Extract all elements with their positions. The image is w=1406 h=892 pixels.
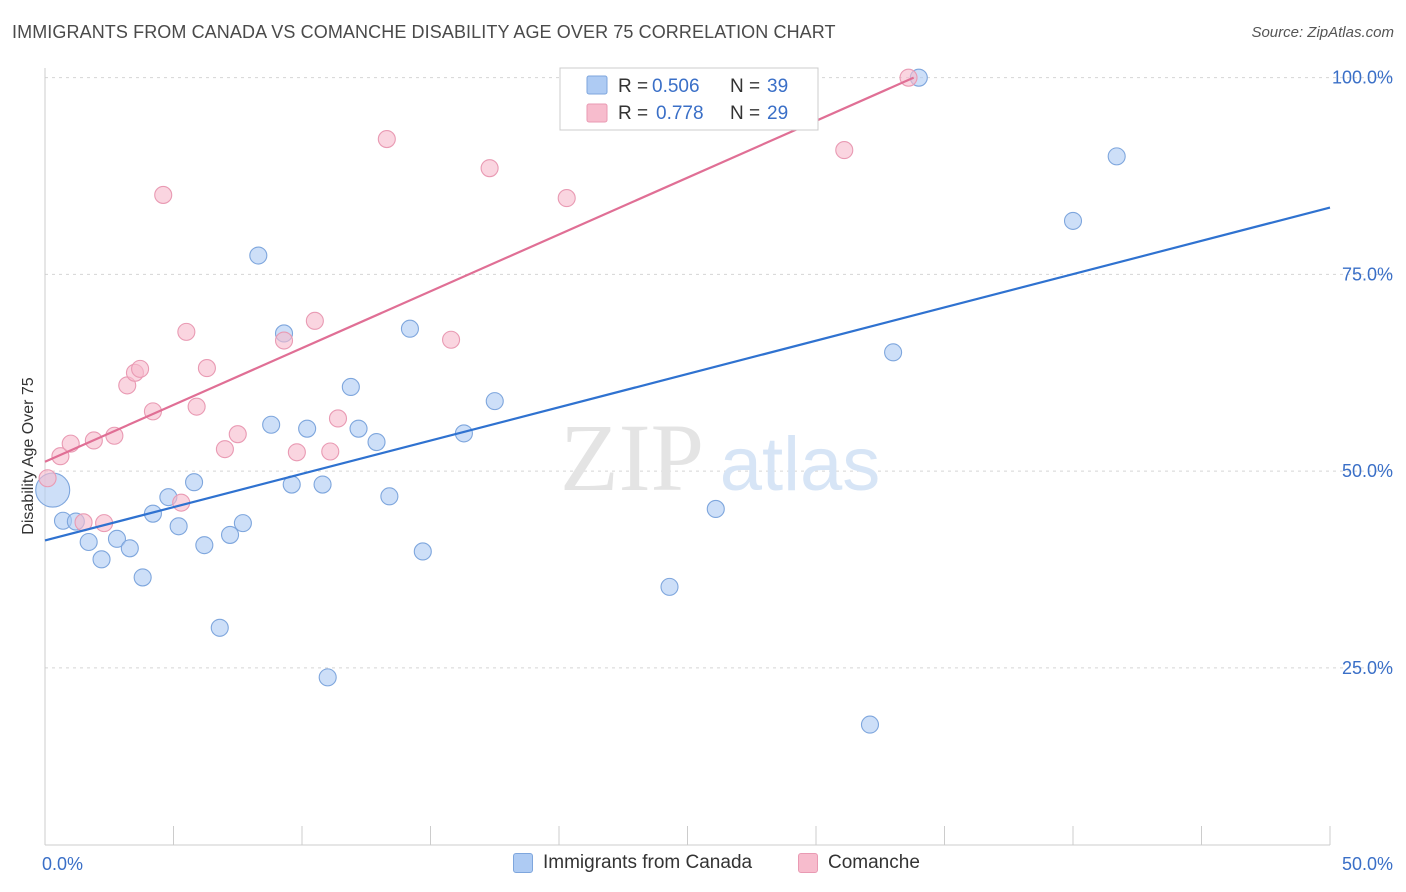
data-point-comanche bbox=[177, 322, 196, 341]
data-point-canada bbox=[860, 715, 880, 734]
data-point-canada bbox=[120, 539, 139, 558]
data-point-comanche bbox=[377, 130, 396, 149]
stats-r-label-2: R = bbox=[618, 103, 648, 124]
data-point-comanche bbox=[328, 409, 348, 428]
watermark-atlas: atlas bbox=[720, 422, 881, 507]
legend-swatch-pink bbox=[798, 853, 818, 873]
data-point-canada bbox=[169, 517, 188, 536]
points-layer bbox=[35, 68, 1126, 734]
data-point-canada bbox=[413, 542, 432, 561]
y-tick-label: 75.0% bbox=[1342, 264, 1393, 284]
data-point-canada bbox=[185, 473, 204, 492]
data-point-canada bbox=[107, 529, 127, 548]
trend-line-comanche bbox=[44, 76, 915, 463]
stats-swatch-pink bbox=[586, 103, 608, 123]
data-point-canada bbox=[485, 392, 504, 411]
stats-n-value-1: 39 bbox=[767, 76, 788, 97]
chart-title: IMMIGRANTS FROM CANADA VS COMANCHE DISAB… bbox=[12, 22, 836, 42]
data-point-canada bbox=[249, 246, 268, 265]
data-point-canada bbox=[706, 499, 725, 519]
data-point-canada bbox=[233, 514, 252, 533]
data-point-comanche bbox=[228, 425, 247, 444]
data-point-canada bbox=[92, 550, 111, 569]
data-point-canada bbox=[380, 487, 399, 506]
data-point-canada bbox=[210, 618, 229, 637]
x-tick-label: 0.0% bbox=[42, 854, 83, 874]
data-point-comanche bbox=[557, 189, 576, 208]
data-point-canada bbox=[318, 668, 337, 687]
y-tick-label: 25.0% bbox=[1342, 658, 1393, 678]
data-point-comanche bbox=[305, 311, 324, 330]
stats-n-label-2: N = bbox=[730, 103, 760, 124]
data-point-comanche bbox=[105, 426, 124, 445]
data-point-comanche bbox=[480, 159, 499, 178]
data-point-canada bbox=[400, 319, 419, 338]
data-point-canada bbox=[133, 568, 152, 587]
stats-r-value-1: 0.506 bbox=[652, 76, 700, 97]
legend-item-comanche[interactable]: Comanche bbox=[798, 852, 920, 874]
stats-r-label-1: R = bbox=[618, 76, 648, 97]
data-point-comanche bbox=[321, 442, 340, 461]
data-point-canada bbox=[884, 343, 903, 362]
data-point-canada bbox=[367, 433, 386, 452]
watermark: ZIP atlas bbox=[560, 404, 880, 511]
watermark-zip: ZIP bbox=[560, 404, 704, 511]
data-point-comanche bbox=[187, 397, 206, 416]
stats-n-label-1: N = bbox=[730, 76, 760, 97]
x-tick-label: 50.0% bbox=[1342, 854, 1393, 874]
data-point-canada bbox=[1107, 147, 1126, 166]
data-point-comanche bbox=[154, 185, 173, 204]
stats-r-value-2: 0.778 bbox=[656, 103, 704, 124]
data-point-comanche bbox=[274, 331, 294, 350]
trend-layer bbox=[44, 76, 1331, 542]
data-point-comanche bbox=[131, 359, 150, 378]
data-point-canada bbox=[313, 475, 332, 494]
legend-swatch-blue bbox=[513, 853, 533, 873]
data-point-comanche bbox=[38, 469, 57, 488]
data-point-comanche bbox=[197, 359, 216, 378]
data-point-canada bbox=[79, 532, 98, 552]
legend-item-canada[interactable]: Immigrants from Canada bbox=[513, 852, 752, 874]
data-point-comanche bbox=[835, 141, 854, 160]
y-axis-label: Disability Age Over 75 bbox=[20, 377, 37, 535]
data-point-canada bbox=[1063, 211, 1083, 230]
stats-box: R = 0.506 N = 39 R = 0.778 N = 29 bbox=[559, 67, 819, 131]
y-tick-label: 100.0% bbox=[1332, 68, 1393, 88]
axis-layer: 25.0% 50.0% 75.0% 100.0% 0.0% 50.0% bbox=[42, 68, 1393, 874]
data-point-canada bbox=[341, 377, 360, 397]
data-point-canada bbox=[195, 536, 214, 555]
stats-swatch-blue bbox=[586, 75, 608, 95]
data-point-comanche bbox=[442, 330, 461, 349]
stats-n-value-2: 29 bbox=[767, 103, 788, 124]
data-point-comanche bbox=[287, 443, 306, 462]
source-label: Source: ZipAtlas.com bbox=[1251, 24, 1394, 41]
data-point-canada bbox=[298, 419, 317, 438]
data-point-canada bbox=[220, 525, 240, 544]
legend-label-canada: Immigrants from Canada bbox=[543, 852, 753, 873]
trend-line-canada bbox=[44, 206, 1331, 542]
data-point-canada bbox=[660, 577, 679, 596]
y-tick-label: 50.0% bbox=[1342, 461, 1393, 481]
legend-label-comanche: Comanche bbox=[828, 852, 920, 873]
data-point-canada bbox=[262, 415, 281, 434]
data-point-canada bbox=[349, 419, 368, 438]
data-point-comanche bbox=[215, 440, 234, 459]
grid-layer bbox=[45, 77, 1392, 669]
